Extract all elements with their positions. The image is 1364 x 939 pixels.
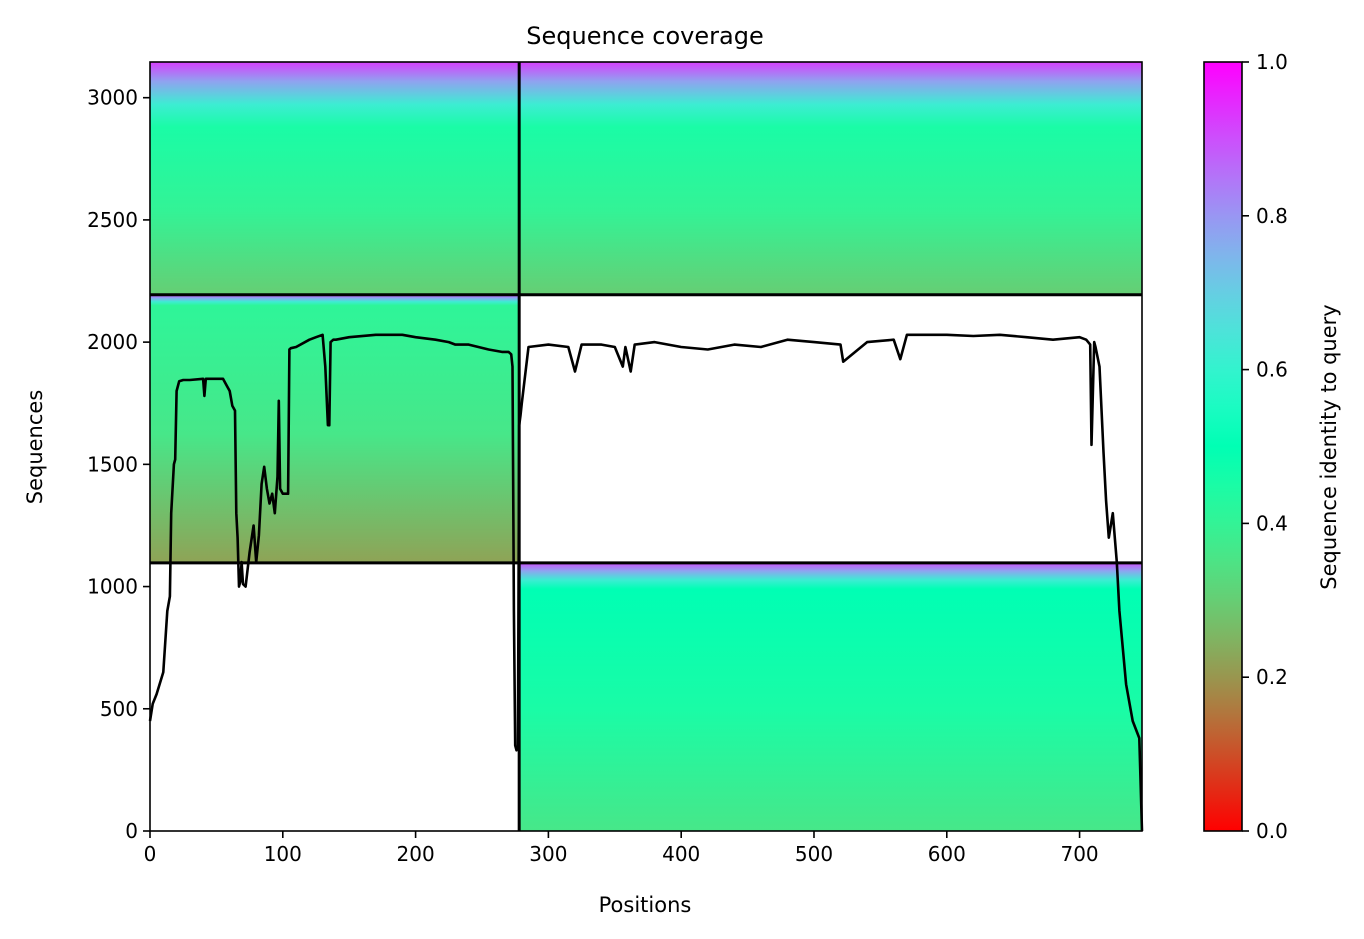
colorbar-label: Sequence identity to query [1317, 304, 1341, 589]
y-tick-label: 500 [100, 697, 138, 721]
plot-area [148, 61, 1144, 832]
heatmap-block [150, 62, 520, 295]
colorbar-tick-label: 0.0 [1256, 819, 1288, 843]
x-tick-label: 400 [662, 842, 700, 866]
y-axis-label: Sequences [23, 390, 47, 505]
plot-frame [149, 61, 1143, 832]
heatmap-block [519, 562, 1142, 831]
y-tick-label: 1000 [87, 575, 138, 599]
colorbar-tick-label: 0.6 [1256, 358, 1288, 382]
heatmap-block [519, 62, 1142, 295]
heatmap-block [150, 294, 520, 563]
y-tick-label: 2000 [87, 330, 138, 354]
x-tick-label: 300 [529, 842, 567, 866]
coverage-line [148, 333, 1144, 832]
chart-title: Sequence coverage [526, 22, 763, 50]
x-axis-label: Positions [599, 893, 692, 917]
y-tick-label: 1500 [87, 452, 138, 476]
x-axis-ticks: 0 100 200 300 400 500 600 700 [144, 831, 1099, 866]
y-axis-ticks: 0 500 1000 1500 2000 2500 3000 [87, 86, 150, 843]
colorbar-tick-label: 0.2 [1256, 665, 1288, 689]
x-tick-label: 500 [795, 842, 833, 866]
x-tick-label: 0 [144, 842, 157, 866]
y-tick-label: 3000 [87, 86, 138, 110]
y-tick-label: 2500 [87, 208, 138, 232]
x-tick-label: 600 [928, 842, 966, 866]
colorbar-gradient [1203, 61, 1243, 832]
x-tick-label: 100 [264, 842, 302, 866]
colorbar-tick-label: 1.0 [1256, 50, 1288, 74]
y-tick-label: 0 [125, 819, 138, 843]
colorbar-tick-label: 0.8 [1256, 204, 1288, 228]
x-tick-label: 700 [1060, 842, 1098, 866]
x-tick-label: 200 [397, 842, 435, 866]
colorbar-tick-label: 0.4 [1256, 511, 1288, 535]
colorbar: 0.0 0.2 0.4 0.6 0.8 1.0 [1203, 50, 1288, 843]
